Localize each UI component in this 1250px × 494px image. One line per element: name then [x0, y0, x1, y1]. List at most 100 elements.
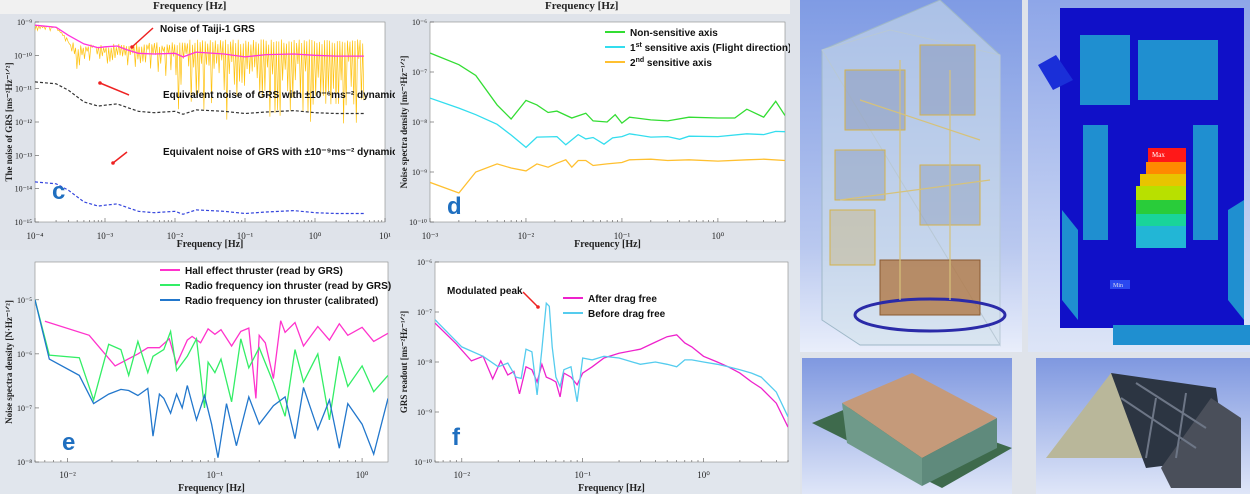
legend-entry: Radio frequency ion thruster (read by GR…	[185, 281, 391, 292]
series-line-2	[430, 158, 785, 194]
y-tick-label: 10⁻⁷	[417, 308, 432, 317]
x-tick-label: 10⁻²	[518, 231, 535, 241]
x-tick-label: 10¹	[379, 231, 391, 241]
y-tick-label: 10⁻⁶	[417, 258, 432, 267]
annotation-arrow	[522, 291, 539, 308]
chart-c: 10⁻⁴ 10⁻³ 10⁻² 10⁻¹ 10⁰ 10¹ 10⁻¹⁵ 10⁻¹⁴ 10⁻¹³ 10⁻…	[0, 14, 395, 250]
x-tick-label: 10⁻¹	[614, 231, 631, 241]
y-axis-label: Noise spectra density [ms⁻²Hz⁻¹ᐟ²]	[399, 56, 409, 189]
mesh-box-drawing	[812, 373, 1012, 488]
x-tick-label: 10⁰	[712, 231, 725, 241]
y-tick-label: 10⁻¹²	[15, 118, 33, 127]
stress-max-label: Max	[1152, 151, 1165, 159]
mesh-box-image	[802, 358, 1012, 494]
series-line-0	[430, 52, 785, 125]
annotation-arrow	[99, 82, 130, 96]
y-tick-label: 10⁻⁸	[412, 118, 427, 127]
series-group	[430, 52, 785, 194]
stress-contour-drawing: Max Min	[1038, 8, 1250, 345]
legend-entry: Non-sensitive axis	[630, 28, 718, 39]
series-line-3	[35, 181, 364, 215]
series-group	[35, 299, 388, 458]
x-axis-label: Frequency [Hz]	[578, 483, 645, 494]
series-group	[35, 24, 365, 215]
legend-entry: After drag free	[588, 294, 657, 305]
x-tick-label: 10⁻¹	[207, 470, 224, 480]
annotation-arrow	[112, 151, 128, 164]
y-tick-label: 10⁻⁸	[417, 358, 432, 367]
top-axis-strip: Frequency [Hz] Frequency [Hz]	[0, 0, 790, 14]
x-tick-label: 10⁻³	[97, 231, 114, 241]
series-line-1	[35, 24, 364, 58]
x-tick-label: 10⁰	[309, 231, 322, 241]
x-tick-label: 10⁰	[356, 470, 369, 480]
assembly-3d-image	[800, 0, 1022, 352]
mesh-frame-drawing	[1046, 373, 1241, 488]
x-tick-label: 10⁻²	[454, 470, 471, 480]
stress-min-label: Min	[1113, 283, 1123, 289]
y-tick-label: 10⁻⁶	[412, 18, 427, 27]
y-tick-label: 10⁻⁷	[412, 68, 427, 77]
mesh-frame-image	[1036, 358, 1250, 494]
panel-letter: c	[52, 178, 65, 205]
x-tick-label: 10⁻²	[167, 231, 184, 241]
y-tick-label: 10⁻¹⁰	[409, 218, 427, 227]
plot-area	[434, 261, 789, 463]
annotation-text: Equivalent noise of GRS with ±10⁻⁹ms⁻² d…	[163, 147, 395, 158]
arrow-head	[111, 161, 115, 165]
y-axis-label: The noise of GRS [ms⁻²Hz⁻¹ᐟ²]	[4, 63, 14, 182]
annotation-text: Noise of Taiji-1 GRS	[160, 24, 255, 35]
y-tick-label: 10⁻⁹	[412, 168, 427, 177]
y-tick-label: 10⁻¹⁵	[15, 218, 33, 227]
x-tick-label: 10⁻³	[422, 231, 439, 241]
series-line-1	[35, 299, 388, 421]
y-tick-label: 10⁻¹⁴	[15, 185, 33, 194]
arrow-head	[130, 45, 134, 49]
chart-f: 10⁻² 10⁻¹ 10⁰ 10⁻¹⁰ 10⁻⁹ 10⁻⁸ 10⁻⁷ 10⁻⁶ Frequenc…	[395, 250, 800, 494]
legend-entry: Radio frequency ion thruster (calibrated…	[185, 296, 378, 307]
annotation-arrow	[131, 27, 154, 48]
panel-letter: e	[62, 429, 75, 456]
series-line-0	[44, 320, 388, 399]
y-tick-label: 10⁻⁹	[17, 18, 32, 27]
y-tick-label: 10⁻¹⁰	[414, 458, 432, 467]
y-tick-label: 10⁻⁷	[17, 404, 32, 413]
y-tick-label: 10⁻⁸	[17, 458, 32, 467]
y-tick-label: 10⁻⁹	[417, 408, 432, 417]
legend-entry: Before drag free	[588, 309, 666, 320]
top-xlabel-right: Frequency [Hz]	[545, 0, 619, 12]
y-tick-label: 10⁻¹⁰	[14, 51, 32, 60]
arrow-head	[98, 81, 102, 85]
x-tick-label: 10⁻²	[59, 470, 76, 480]
legend-entry: Hall effect thruster (read by GRS)	[185, 266, 343, 277]
legend-entry: 1st sensitive axis (Flight direction)	[630, 42, 790, 54]
y-tick-label: 10⁻⁵	[17, 296, 32, 305]
stress-max-region	[1148, 148, 1186, 162]
y-tick-label: 10⁻⁶	[17, 350, 32, 359]
panel-letter: f	[452, 424, 461, 451]
x-tick-label: 10⁻¹	[574, 470, 591, 480]
y-axis-label: GRS readout [ms⁻²Hz⁻¹ᐟ²]	[399, 311, 409, 413]
stress-contour-image: Max Min	[1028, 0, 1250, 352]
series-line-0	[35, 24, 365, 124]
series-line-2	[35, 299, 388, 458]
x-tick-label: 10⁻¹	[237, 231, 254, 241]
annotation-text: Modulated peak	[447, 286, 523, 297]
chart-d: 10⁻³ 10⁻² 10⁻¹ 10⁰ 10⁻¹⁰ 10⁻⁹ 10⁻⁸ 10⁻⁷ 10⁻⁶ Freq…	[395, 14, 790, 250]
series-line-1	[430, 97, 785, 149]
arrow-head	[536, 305, 540, 309]
x-tick-label: 10⁻⁴	[27, 231, 44, 241]
series-group	[435, 301, 788, 428]
x-axis-label: Frequency [Hz]	[177, 239, 244, 250]
plot-area	[34, 261, 389, 463]
y-axis-label: Noise spectra density [N·Hz⁻¹ᐟ²]	[4, 300, 14, 424]
y-tick-label: 10⁻¹¹	[15, 85, 33, 94]
chart-e: 10⁻² 10⁻¹ 10⁰ 10⁻⁸ 10⁻⁷ 10⁻⁶ 10⁻⁵ Frequency [Hz…	[0, 250, 395, 494]
panel-letter: d	[447, 193, 462, 220]
y-tick-label: 10⁻¹³	[15, 151, 33, 160]
x-tick-label: 10⁰	[697, 470, 710, 480]
legend-entry: 2nd sensitive axis	[630, 57, 712, 69]
annotation-text: Equivalent noise of GRS with ±10⁻⁶ms⁻² d…	[163, 90, 395, 101]
series-line-2	[35, 81, 364, 115]
x-axis-label: Frequency [Hz]	[574, 239, 641, 250]
